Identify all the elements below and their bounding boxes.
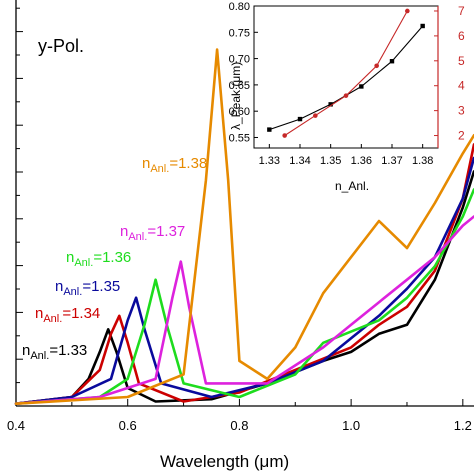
inset-point-2 — [405, 8, 410, 14]
inset-right-tick-label: 7 — [458, 4, 465, 18]
inset-x-tick-label: 1.34 — [289, 155, 310, 167]
series-line-1 — [14, 170, 474, 406]
inset-y-ticks: 0.55 0.60 0.65 0.70 0.75 0.80 — [229, 1, 258, 144]
series-line-3 — [14, 156, 474, 406]
inset-y-tick-label: 0.70 — [229, 54, 250, 66]
inset-point-1 — [359, 84, 364, 89]
main-x-tick-label: 1.0 — [342, 418, 360, 433]
inset-point-1 — [297, 116, 303, 122]
inset-point-1 — [328, 102, 333, 107]
inset-x-tick-label: 1.33 — [259, 155, 280, 167]
inset-y-axis-label: λ_Peak (μm) — [229, 62, 243, 130]
inset-point-2 — [282, 133, 287, 138]
main-x-tick-label: 0.8 — [230, 418, 248, 433]
annotation-label-6: nAnl.=1.38 — [142, 155, 207, 175]
inset-y-tick-label: 0.60 — [229, 106, 250, 118]
inset-y-tick-label: 0.80 — [229, 1, 250, 13]
inset-x-tick-label: 1.37 — [381, 155, 402, 167]
inset-frame — [253, 5, 439, 149]
annotation-label-4: nAnl.=1.36 — [66, 249, 131, 269]
inset-x-ticks: 1.33 1.34 1.35 1.36 1.37 1.38 — [259, 144, 433, 167]
main-x-tick-label: 1.2 — [454, 418, 472, 433]
inset-right-tick-label: 5 — [458, 54, 465, 68]
inset-x-tick-label: 1.36 — [351, 155, 372, 167]
inset-right-tick-label: 3 — [458, 104, 465, 118]
inset-x-tick-label: 1.38 — [412, 155, 433, 167]
main-x-tick-label: 0.4 — [7, 418, 25, 433]
inset-series-group — [267, 8, 425, 138]
polarization-label: y-Pol. — [38, 36, 84, 56]
main-x-tick-label: 0.6 — [119, 418, 137, 433]
peak-annotations: nAnl.=1.33 nAnl.=1.34 nAnl.=1.35 nAnl.=1.36… — [22, 155, 207, 362]
annotation-label-3: nAnl.=1.35 — [55, 278, 120, 298]
inset-point-1 — [389, 59, 395, 64]
main-plot-area — [15, 0, 474, 407]
inset-y-tick-label: 0.75 — [229, 27, 250, 39]
annotation-label-5: nAnl.=1.37 — [120, 223, 185, 243]
inset-right-y-ticks: 2 3 4 5 6 7 — [434, 4, 465, 143]
series-line-5 — [14, 215, 474, 406]
inset-chart: 1.33 1.34 1.35 1.36 1.37 1.38 0.55 0.60 0.65 0.7… — [229, 1, 465, 193]
inset-right-tick-label: 4 — [458, 79, 465, 93]
series-line-6 — [14, 48, 474, 406]
main-x-ticks: 0.4 0.6 0.8 1.0 1.2 — [7, 399, 472, 433]
inset-point-1 — [267, 127, 272, 132]
main-y-ticks — [16, 7, 23, 407]
inset-point-2 — [374, 63, 379, 69]
main-series-group — [14, 48, 474, 406]
inset-right-tick-label: 6 — [458, 29, 465, 43]
inset-point-2 — [343, 93, 349, 98]
annotation-label-1: nAnl.=1.33 — [22, 342, 87, 362]
series-line-4 — [14, 188, 474, 406]
inset-right-tick-label: 2 — [458, 129, 465, 143]
inset-point-2 — [313, 113, 318, 118]
inset-y-tick-label: 0.65 — [229, 80, 250, 92]
inset-point-1 — [420, 23, 425, 29]
main-x-axis-label: Wavelength (μm) — [160, 452, 289, 471]
inset-y-tick-label: 0.55 — [229, 132, 250, 144]
inset-x-tick-label: 1.35 — [320, 155, 341, 167]
inset-x-axis-label: n_Anl. — [335, 179, 369, 193]
annotation-label-2: nAnl.=1.34 — [35, 305, 100, 325]
